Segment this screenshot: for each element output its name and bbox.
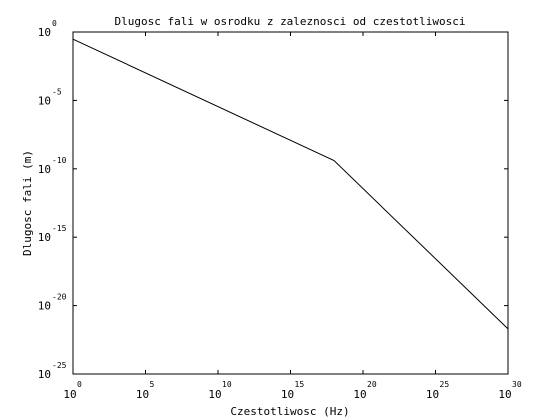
y-tick-exponent: -20 [52, 293, 67, 302]
x-tick-label: 10 [281, 388, 294, 401]
chart-title: Dlugosc fali w osrodku z zaleznosci od c… [115, 15, 466, 28]
y-tick-label: 10 [38, 231, 51, 244]
x-tick-exponent: 30 [512, 380, 522, 389]
y-tick-exponent: -25 [52, 361, 67, 370]
y-tick-label: 10 [38, 94, 51, 107]
y-tick-label: 10 [38, 26, 51, 39]
x-tick-label: 10 [498, 388, 511, 401]
x-tick-label: 10 [353, 388, 366, 401]
x-tick-label: 10 [136, 388, 149, 401]
plot-area [72, 31, 509, 375]
x-tick-exponent: 5 [150, 380, 155, 389]
y-tick-exponent: -5 [52, 87, 62, 96]
x-tick-exponent: 0 [77, 380, 82, 389]
y-tick-label: 10 [38, 300, 51, 313]
x-tick-exponent: 10 [222, 380, 232, 389]
y-axis-label: Dlugosc fali (m) [21, 150, 34, 256]
series-line [72, 38, 509, 330]
x-tick-exponent: 15 [295, 380, 305, 389]
y-tick-label: 10 [38, 368, 51, 381]
x-tick-label: 10 [208, 388, 221, 401]
y-tick-exponent: -10 [52, 156, 67, 165]
x-tick-label: 10 [426, 388, 439, 401]
y-tick-exponent: -15 [52, 224, 67, 233]
x-tick-exponent: 25 [440, 380, 450, 389]
x-axis-label: Czestotliwosc (Hz) [230, 405, 349, 418]
x-tick-exponent: 20 [367, 380, 377, 389]
y-tick-label: 10 [38, 163, 51, 176]
x-tick-label: 10 [63, 388, 76, 401]
y-tick-exponent: 0 [52, 19, 57, 28]
